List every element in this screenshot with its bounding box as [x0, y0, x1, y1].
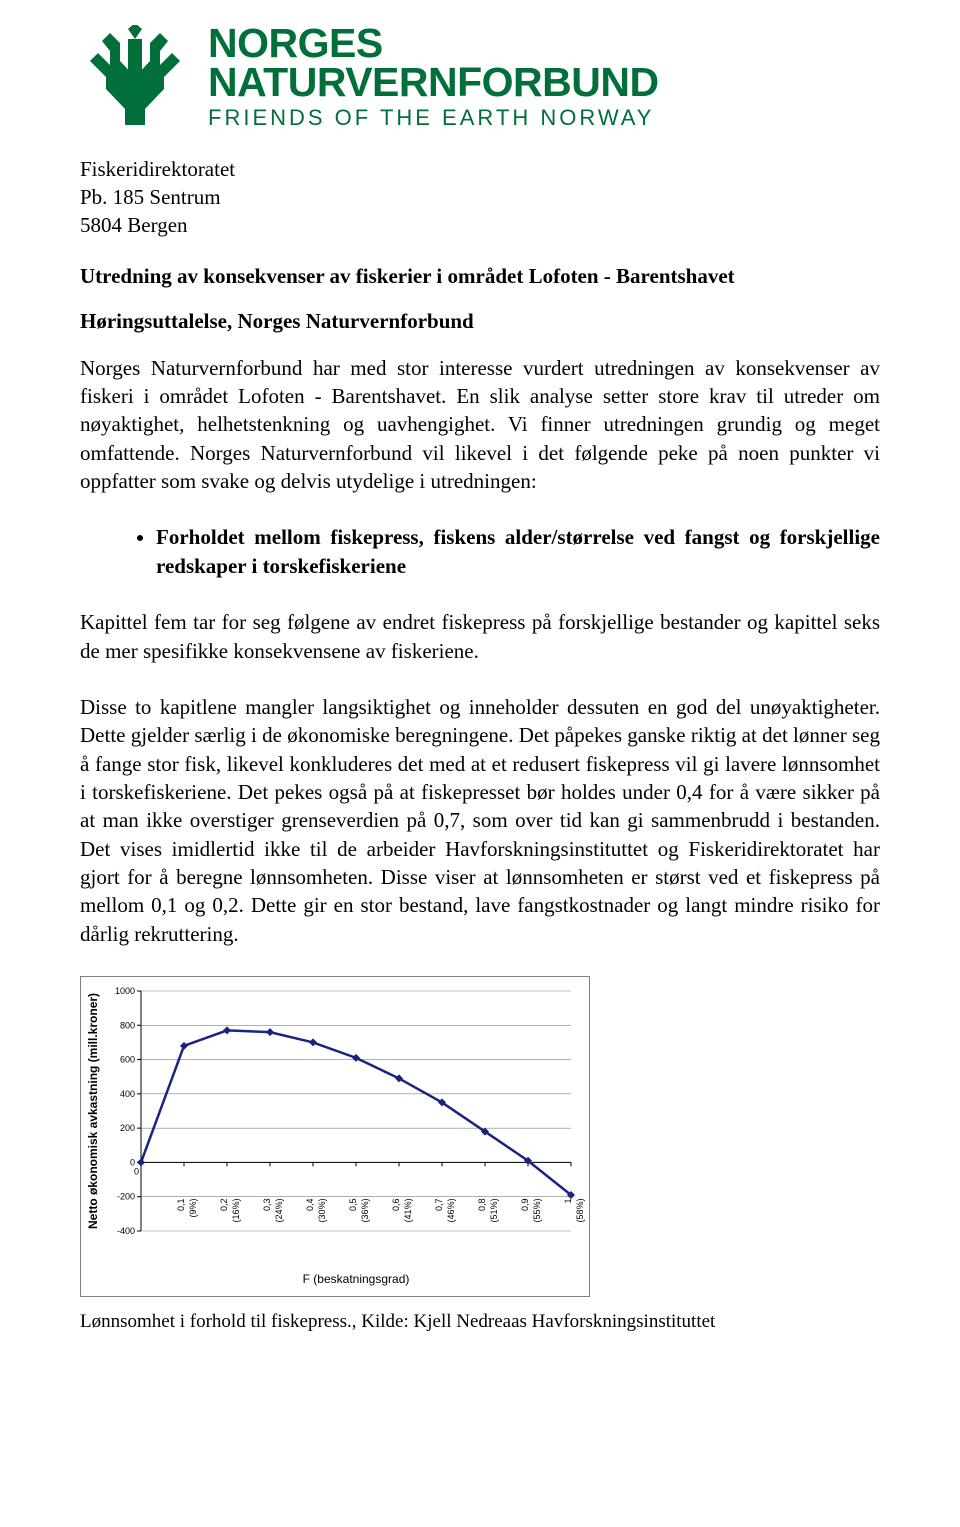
- svg-text:0,1: 0,1: [176, 1198, 186, 1211]
- logo-mark-icon: [80, 25, 190, 129]
- svg-text:600: 600: [120, 1055, 135, 1065]
- paragraph: Kapittel fem tar for seg følgene av endr…: [80, 608, 880, 665]
- svg-text:800: 800: [120, 1020, 135, 1030]
- document-title: Utredning av konsekvenser av fiskerier i…: [80, 264, 880, 289]
- svg-text:0,4: 0,4: [305, 1198, 315, 1211]
- logo: NORGES NATURVERNFORBUND FRIENDS OF THE E…: [80, 24, 880, 131]
- svg-text:-400: -400: [117, 1226, 135, 1236]
- bullet-list: Forholdet mellom fiskepress, fiskens ald…: [80, 523, 880, 580]
- paragraph: Norges Naturvernforbund har med stor int…: [80, 354, 880, 496]
- recipient-address: Fiskeridirektoratet Pb. 185 Sentrum 5804…: [80, 155, 880, 240]
- svg-text:0: 0: [134, 1166, 139, 1176]
- profitability-chart: -400 -200 0 200 400 600 800 1000 0,1(9%) 0,2(16%)…: [80, 976, 590, 1297]
- chart-caption: Lønnsomhet i forhold til fiskepress., Ki…: [80, 1311, 880, 1333]
- svg-text:(51%): (51%): [489, 1198, 499, 1222]
- svg-text:(46%): (46%): [446, 1198, 456, 1222]
- logo-text: NORGES NATURVERNFORBUND FRIENDS OF THE E…: [208, 24, 659, 131]
- logo-org-line1: NORGES: [208, 24, 659, 63]
- svg-text:200: 200: [120, 1123, 135, 1133]
- svg-text:1000: 1000: [115, 986, 135, 996]
- svg-text:(55%): (55%): [532, 1198, 542, 1222]
- svg-text:(36%): (36%): [360, 1198, 370, 1222]
- svg-text:(9%): (9%): [188, 1198, 198, 1217]
- svg-text:(41%): (41%): [403, 1198, 413, 1222]
- address-line: 5804 Bergen: [80, 211, 880, 239]
- svg-text:0,8: 0,8: [477, 1198, 487, 1211]
- svg-text:1: 1: [563, 1198, 573, 1203]
- svg-text:0,7: 0,7: [434, 1198, 444, 1211]
- svg-text:(30%): (30%): [317, 1198, 327, 1222]
- address-line: Fiskeridirektoratet: [80, 155, 880, 183]
- svg-text:400: 400: [120, 1089, 135, 1099]
- document-subtitle: Høringsuttalelse, Norges Naturvernforbun…: [80, 309, 880, 334]
- paragraph: Disse to kapitlene mangler langsiktighet…: [80, 693, 880, 948]
- svg-text:(16%): (16%): [231, 1198, 241, 1222]
- svg-text:Netto økonomisk avkastning (mi: Netto økonomisk avkastning (mill.kroner): [86, 993, 100, 1229]
- logo-org-line2: NATURVERNFORBUND: [208, 63, 659, 102]
- svg-text:(24%): (24%): [274, 1198, 284, 1222]
- address-line: Pb. 185 Sentrum: [80, 183, 880, 211]
- svg-text:(58%): (58%): [575, 1198, 585, 1222]
- list-item: Forholdet mellom fiskepress, fiskens ald…: [156, 523, 880, 580]
- svg-text:0,3: 0,3: [262, 1198, 272, 1211]
- svg-text:0,6: 0,6: [391, 1198, 401, 1211]
- svg-text:0,9: 0,9: [520, 1198, 530, 1211]
- logo-org-sub: FRIENDS OF THE EARTH NORWAY: [208, 105, 659, 131]
- svg-text:-200: -200: [117, 1192, 135, 1202]
- svg-text:F (beskatningsgrad): F (beskatningsgrad): [303, 1272, 410, 1286]
- svg-text:0,2: 0,2: [219, 1198, 229, 1211]
- svg-text:0,5: 0,5: [348, 1198, 358, 1211]
